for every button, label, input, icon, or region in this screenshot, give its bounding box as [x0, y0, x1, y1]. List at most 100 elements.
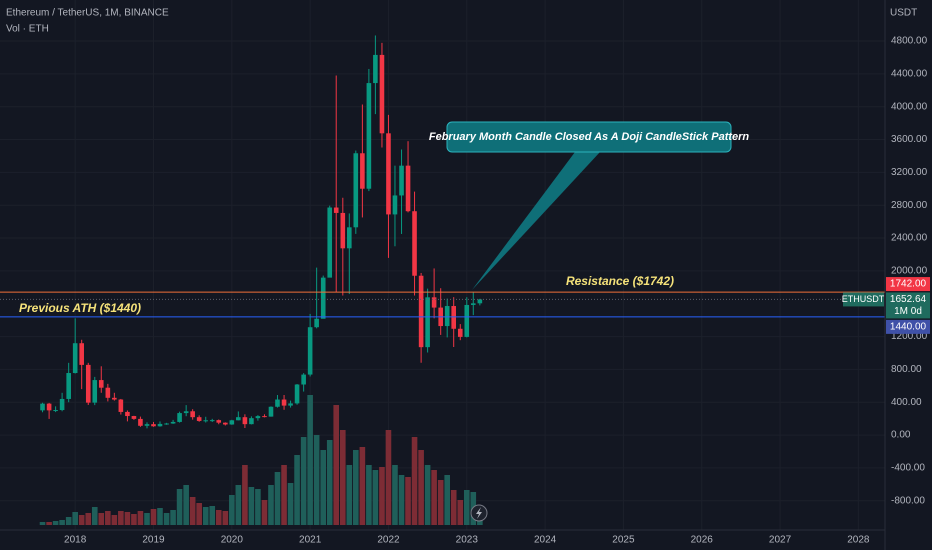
volume-bar	[111, 515, 118, 525]
candle-body	[333, 207, 339, 213]
candle-body	[105, 387, 111, 398]
volume-bar	[359, 447, 366, 525]
candle-body	[203, 420, 209, 422]
volume-bar	[340, 430, 346, 525]
x-tick-label: 2018	[64, 535, 87, 546]
volume-bar	[385, 430, 392, 525]
candle-body	[288, 403, 293, 406]
candle-body	[92, 380, 98, 403]
candle-body	[379, 54, 385, 134]
volume-bar	[183, 485, 189, 525]
y-tick-label: 2400.00	[891, 233, 928, 244]
candle-body	[412, 211, 417, 276]
candle-body	[236, 417, 241, 421]
volume-bar	[268, 485, 274, 525]
candle-body	[399, 165, 404, 196]
candle-body	[457, 328, 463, 337]
candle-body	[138, 418, 143, 426]
volume-bar	[65, 517, 72, 525]
candle-body	[320, 277, 326, 319]
y-tick-label: 4000.00	[891, 101, 928, 112]
candle-body	[464, 304, 470, 337]
volume-bar	[78, 515, 85, 525]
y-tick-label: 4800.00	[891, 36, 928, 47]
volume-bar	[85, 513, 92, 525]
candle-body	[53, 410, 58, 412]
resistance-label: Resistance ($1742)	[566, 274, 674, 288]
candle-body	[340, 212, 346, 249]
candle-body	[314, 318, 319, 328]
volume-bar	[242, 465, 248, 525]
candle-body	[294, 384, 300, 404]
last-price-tag-text: 1652.64	[890, 294, 927, 305]
candle-body	[418, 275, 424, 348]
x-tick-label: 2024	[534, 535, 557, 546]
callout-pointer	[472, 152, 600, 290]
volume-bar	[72, 512, 78, 525]
candle-body	[177, 413, 182, 422]
volume-bar	[52, 521, 59, 525]
callout-text: February Month Candle Closed As A Doji C…	[429, 131, 750, 143]
candle-body	[275, 399, 280, 407]
volume-bar	[405, 477, 411, 525]
volume-bar	[437, 480, 444, 525]
symbol-tag	[843, 292, 884, 307]
candle-body	[79, 343, 84, 365]
callout-box	[446, 121, 732, 153]
candle-body	[477, 299, 483, 304]
volume-bar	[222, 511, 229, 525]
candle-body	[216, 420, 222, 423]
candle-body	[190, 411, 195, 418]
volume-bar	[144, 513, 150, 525]
y-tick-label: 0.00	[891, 430, 911, 441]
candle-body	[229, 420, 235, 425]
volume-bar	[157, 508, 163, 525]
volume-bar	[287, 483, 294, 525]
volume-bar	[170, 510, 176, 525]
candle-body	[242, 417, 248, 425]
volume-bar	[418, 450, 424, 525]
volume-bar	[307, 395, 313, 525]
volume-bar	[294, 455, 300, 525]
grid	[0, 0, 885, 530]
candle-body	[262, 416, 267, 418]
candle-body	[170, 421, 176, 424]
y-tick-label: 800.00	[891, 364, 922, 375]
volume-bar	[320, 450, 327, 525]
ath-tag	[886, 319, 930, 334]
volume-bar	[196, 503, 202, 525]
candle-body	[164, 423, 169, 425]
candle-body	[327, 207, 333, 278]
x-tick-label: 2026	[691, 535, 714, 546]
volume-bar	[477, 520, 483, 525]
candle-body	[85, 364, 91, 403]
candle-body	[209, 420, 215, 422]
volume-bar	[235, 485, 242, 525]
y-tick-label: 4400.00	[891, 69, 928, 80]
volume-bar	[411, 437, 418, 525]
volume-bar	[209, 506, 216, 525]
volume-bar	[46, 522, 52, 525]
candle-body	[353, 153, 359, 228]
volume-bar	[346, 465, 353, 525]
volume-bar	[424, 465, 431, 525]
candle-body	[373, 54, 378, 84]
volume-bar	[202, 507, 209, 525]
candle-body	[405, 165, 411, 212]
candle-body	[386, 133, 391, 215]
volume-bar	[137, 511, 144, 525]
candle-body	[268, 406, 274, 417]
x-tick-label: 2022	[377, 535, 400, 546]
candle-body	[307, 327, 313, 375]
candle-body	[301, 374, 306, 385]
y-tick-label: 2800.00	[891, 200, 928, 211]
volume-bar	[91, 507, 98, 525]
volume-bar	[392, 465, 398, 525]
ath-tag-text: 1440.00	[890, 322, 927, 333]
unit-label: USDT	[890, 8, 917, 19]
candle-body	[196, 417, 202, 421]
ath-label: Previous ATH ($1440)	[19, 301, 141, 315]
volume-bar	[189, 497, 196, 525]
x-tick-label: 2020	[221, 535, 244, 546]
